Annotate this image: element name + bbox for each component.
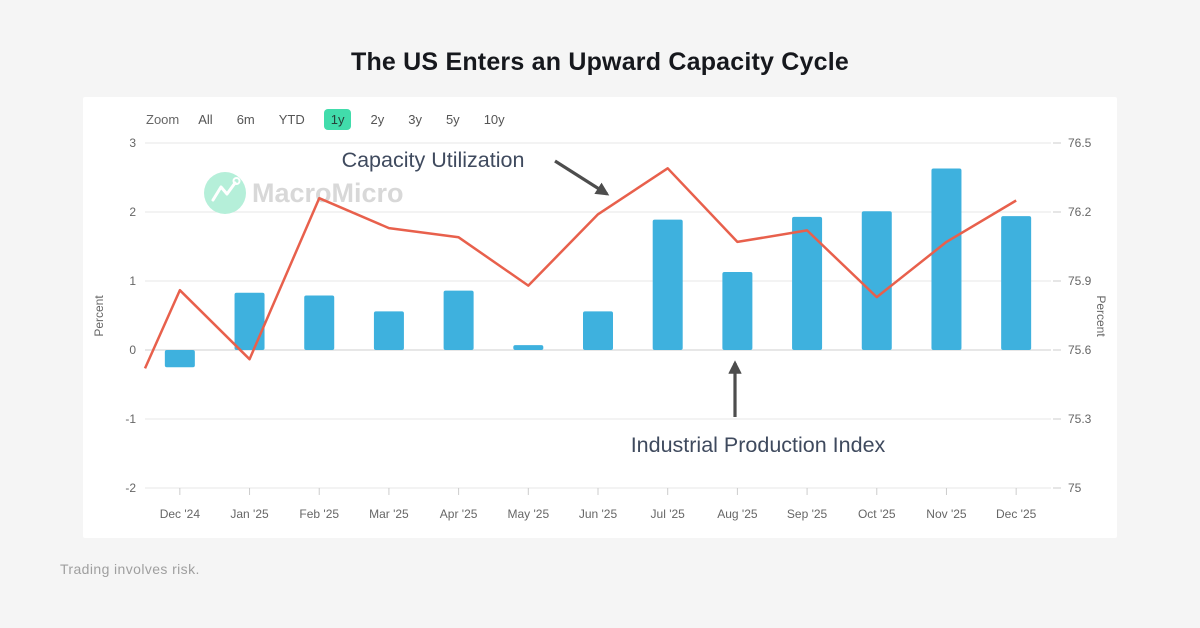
combo-chart-svg: 3 2 1 0 -1 -2 76.5 76.2 75.9 75.6 75.3 75 Percent Per… [92,136,1108,521]
disclaimer: Trading involves risk. [60,561,200,577]
x-axis-label: Nov '25 [926,507,967,521]
range-button-6m[interactable]: 6m [236,111,255,127]
x-axis-label: Feb '25 [299,507,339,521]
ipi-bar-dec25[interactable] [1001,216,1032,350]
ipi-bar-aug25[interactable] [722,272,753,350]
ipi-bar-apr25[interactable] [443,290,474,350]
annotation-capacity-utilization: Capacity Utilization [342,148,525,172]
ipi-bar-nov25[interactable] [931,168,962,350]
range-button-2y[interactable]: 2y [370,111,385,127]
ipi-bar-sep25[interactable] [792,216,823,350]
x-axis-label: Sep '25 [787,507,828,521]
right-axis-tick-label: 75.3 [1068,412,1092,426]
range-button-5y[interactable]: 5y [445,111,460,127]
x-axis-label: Jun '25 [579,507,618,521]
left-axis-tick-label: -1 [125,412,136,426]
x-axis-label: Oct '25 [858,507,896,521]
right-axis-tick-label: 75 [1068,481,1082,495]
ipi-bar-jun25[interactable] [583,311,613,350]
chart-area: 3 2 1 0 -1 -2 76.5 76.2 75.9 75.6 75.3 75 Percent Per… [83,133,1117,538]
x-axis-label: Dec '24 [160,507,201,521]
right-axis-title: Percent [1094,295,1108,337]
right-axis-tick-label: 75.9 [1068,274,1092,288]
range-button-1y[interactable]: 1y [323,108,352,130]
range-toolbar: Zoom All 6m YTD 1y 2y 3y 5y 10y [146,108,510,130]
chart-card: Zoom All 6m YTD 1y 2y 3y 5y 10y 3 2 1 0 -1 -2 76.5 76.… [83,97,1117,538]
left-axis-tick-label: 3 [129,136,136,150]
right-axis-tick-label: 75.6 [1068,343,1092,357]
left-axis-tick-label: 0 [129,343,136,357]
left-axis-title: Percent [92,295,106,337]
macromicro-watermark: MacroMicro [204,172,404,214]
annotation-arrow-to-line [554,159,610,196]
ipi-bar-feb25[interactable] [304,295,335,350]
logo-zigzag [211,181,237,202]
x-axis-label: Jan '25 [230,507,269,521]
x-axis-label: Apr '25 [440,507,478,521]
watermark-brand-text: MacroMicro [252,178,404,208]
industrial-production-bars [164,168,1032,368]
range-button-3y[interactable]: 3y [408,111,422,127]
left-axis-tick-label: 1 [129,274,136,288]
page-title: The US Enters an Upward Capacity Cycle [350,48,850,76]
capacity-utilization-line[interactable] [143,167,1017,369]
x-axis-label: Mar '25 [369,507,409,521]
ipi-bar-may25[interactable] [513,345,544,350]
range-button-all[interactable]: All [198,111,213,127]
left-axis-tick-label: -2 [125,481,136,495]
logo-dot [232,177,241,185]
annotation-industrial-production-index: Industrial Production Index [631,433,886,457]
ipi-bar-dec24[interactable] [164,350,195,368]
right-axis-tick-label: 76.5 [1068,136,1092,150]
ipi-bar-oct25[interactable] [861,211,892,350]
range-button-10y[interactable]: 10y [483,111,505,127]
right-axis-tick-label: 76.2 [1068,205,1092,219]
x-axis-label: Jul '25 [651,507,686,521]
ipi-bar-jul25[interactable] [652,219,683,350]
range-button-ytd[interactable]: YTD [278,111,305,127]
x-axis-label: Dec '25 [996,507,1037,521]
zoom-label: Zoom [146,111,180,127]
ipi-bar-jan25[interactable] [234,292,265,350]
left-axis-tick-label: 2 [129,205,136,219]
x-axis-label: May '25 [507,507,549,521]
ipi-bar-mar25[interactable] [373,311,404,350]
x-axis-label: Aug '25 [717,507,758,521]
